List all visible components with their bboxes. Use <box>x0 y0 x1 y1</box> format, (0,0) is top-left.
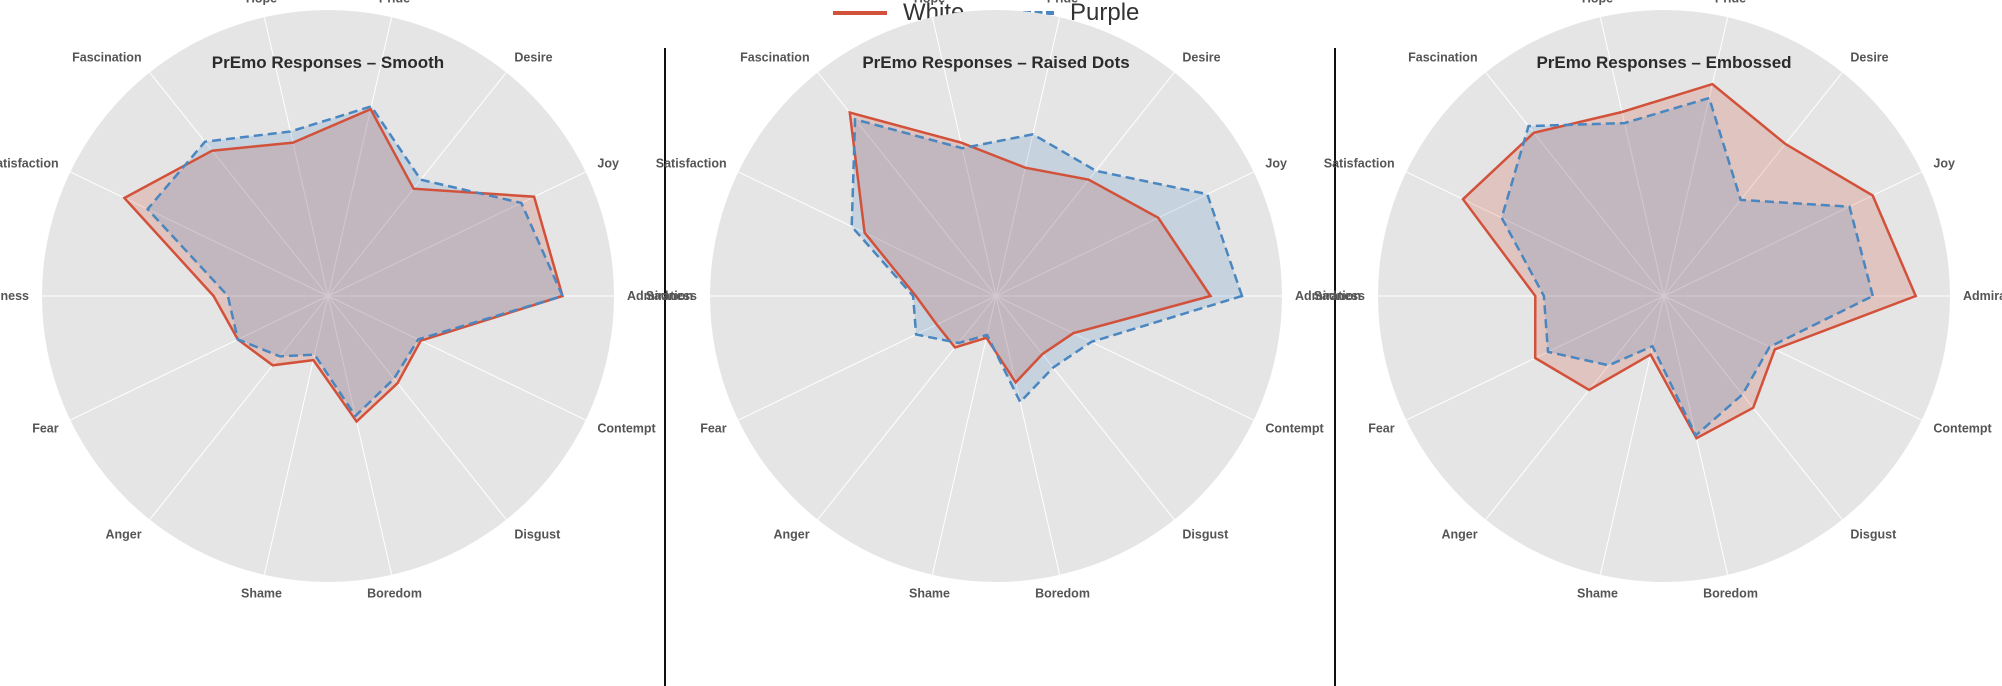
series-area-purple <box>851 119 1242 403</box>
series-area-white <box>1463 84 1916 439</box>
panel-divider-2 <box>1334 48 1336 686</box>
spoke-pride <box>1663 17 1729 297</box>
spoke-joy <box>327 171 586 297</box>
axis-label-fascination: Fascination <box>72 51 141 65</box>
axis-label-boredom: Boredom <box>1703 586 1758 600</box>
spoke-satisfaction <box>70 171 329 297</box>
spoke-hope <box>1599 17 1665 297</box>
axis-label-admiration: Admiration <box>627 289 693 303</box>
spoke-desire <box>327 72 507 297</box>
axis-label-joy: Joy <box>1933 157 1955 171</box>
spoke-satisfaction <box>1406 171 1665 297</box>
spoke-anger <box>817 295 997 520</box>
axis-label-pride: Pride <box>1715 0 1746 6</box>
spoke-pride <box>327 17 393 297</box>
spoke-fascination <box>817 72 997 297</box>
axis-label-anger: Anger <box>105 528 141 542</box>
panel-divider-1 <box>664 48 666 686</box>
axis-label-hope: Hope <box>1582 0 1613 6</box>
spoke-contempt <box>995 295 1254 421</box>
spoke-boredom <box>995 295 1061 575</box>
axis-label-admiration: Admiration <box>1295 289 1361 303</box>
spoke-desire <box>1663 72 1843 297</box>
spoke-fascination <box>149 72 329 297</box>
series-line-white <box>122 107 565 424</box>
chart-title: PrEmo Responses – Raised Dots <box>862 53 1129 72</box>
radar-chart-embossed: Admiration Joy Desire Pride Hope Fascination S… <box>1314 0 2002 600</box>
spoke-fascination <box>1485 72 1665 297</box>
axis-label-fear: Fear <box>1368 421 1395 435</box>
axis-label-hope: Hope <box>914 0 945 6</box>
radar-chart-smooth: Admiration Joy Desire Pride Hope Fascination S… <box>0 0 693 600</box>
chart-title: PrEmo Responses – Embossed <box>1536 53 1791 72</box>
axis-label-boredom: Boredom <box>1035 586 1090 600</box>
radar-chart-raised-dots: Admiration Joy Desire Pride Hope Fascination S… <box>646 0 1361 600</box>
spoke-anger <box>1485 295 1665 520</box>
axis-label-desire: Desire <box>1182 51 1220 65</box>
spoke-hope <box>263 17 329 297</box>
spoke-hope <box>931 17 997 297</box>
series-area-purple <box>147 106 563 416</box>
chart-title: PrEmo Responses – Smooth <box>212 53 444 72</box>
spoke-pride <box>995 17 1061 297</box>
spoke-fear <box>738 295 997 421</box>
spoke-contempt <box>1663 295 1922 421</box>
axis-label-contempt: Contempt <box>1265 421 1324 435</box>
axis-label-satisfaction: Satisfaction <box>1324 157 1395 171</box>
axis-label-joy: Joy <box>1265 157 1287 171</box>
spoke-shame <box>1599 295 1665 575</box>
axis-label-boredom: Boredom <box>367 586 422 600</box>
axis-label-anger: Anger <box>773 528 809 542</box>
series-area-purple <box>1501 98 1873 436</box>
series-line-white <box>1461 82 1918 440</box>
spoke-joy <box>1663 171 1922 297</box>
spoke-desire <box>995 72 1175 297</box>
axis-label-hope: Hope <box>246 0 277 6</box>
axis-label-shame: Shame <box>1577 586 1618 600</box>
axis-label-sadness: Sadness <box>1314 289 1365 303</box>
series-line-purple <box>1500 96 1875 438</box>
axis-label-pride: Pride <box>379 0 410 6</box>
axis-label-satisfaction: Satisfaction <box>656 157 727 171</box>
axis-label-disgust: Disgust <box>1850 528 1897 542</box>
spoke-disgust <box>327 295 507 520</box>
axis-label-fascination: Fascination <box>1408 51 1477 65</box>
axis-label-contempt: Contempt <box>1933 421 1992 435</box>
spoke-joy <box>995 171 1254 297</box>
spoke-disgust <box>995 295 1175 520</box>
axis-label-shame: Shame <box>909 586 950 600</box>
axis-label-fascination: Fascination <box>740 51 809 65</box>
axis-label-disgust: Disgust <box>514 528 561 542</box>
spoke-shame <box>931 295 997 575</box>
axis-label-shame: Shame <box>241 586 282 600</box>
spoke-contempt <box>327 295 586 421</box>
spoke-fear <box>70 295 329 421</box>
series-area-white <box>124 109 563 422</box>
axis-label-satisfaction: Satisfaction <box>0 157 59 171</box>
series-line-purple <box>850 117 1244 405</box>
axis-label-desire: Desire <box>1850 51 1888 65</box>
axis-label-pride: Pride <box>1047 0 1078 6</box>
axis-label-sadness: Sadness <box>646 289 697 303</box>
axis-label-fear: Fear <box>32 421 59 435</box>
spoke-boredom <box>327 295 393 575</box>
axis-label-fear: Fear <box>700 421 727 435</box>
axis-label-contempt: Contempt <box>597 421 656 435</box>
axis-label-anger: Anger <box>1441 528 1477 542</box>
spoke-anger <box>149 295 329 520</box>
series-line-white <box>848 110 1213 385</box>
legend-swatch-white <box>833 11 887 15</box>
axis-label-disgust: Disgust <box>1182 528 1229 542</box>
axis-label-joy: Joy <box>597 157 619 171</box>
legend-label-purple: Purple <box>1070 0 1140 26</box>
axis-label-admiration: Admiration <box>1963 289 2002 303</box>
axis-label-sadness: Sadness <box>0 289 29 303</box>
axis-label-desire: Desire <box>514 51 552 65</box>
series-area-white <box>849 112 1211 383</box>
spoke-shame <box>263 295 329 575</box>
